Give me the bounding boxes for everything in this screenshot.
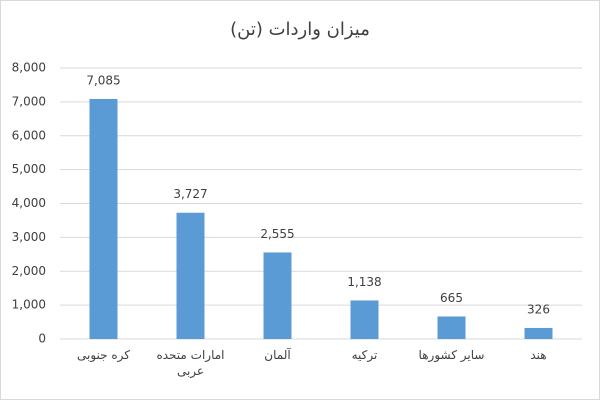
x-tick-label: امارات متحده عربی [156, 348, 225, 378]
bar [437, 316, 466, 339]
x-tick-label: سایر کشورها [418, 348, 485, 362]
y-tick-label: 4,000 [12, 196, 46, 210]
y-tick-label: 8,000 [12, 61, 46, 75]
x-tick-label-box: سایر کشورها [418, 348, 485, 362]
bar [176, 212, 205, 339]
y-tick-label: 7,000 [12, 94, 46, 108]
value-label: 1,138 [347, 275, 381, 289]
x-tick-label: آلمان [264, 348, 291, 362]
bar [350, 300, 379, 339]
bar [263, 252, 292, 339]
x-tick-label-box: هند [530, 348, 547, 362]
y-tick-label: 0 [38, 332, 46, 346]
x-tick-label-box: آلمان [264, 348, 291, 362]
chart-title: میزان واردات (تن) [230, 19, 370, 40]
value-label: 326 [527, 302, 550, 316]
bar [524, 327, 553, 339]
x-tick-label-box: کره جنوبی [76, 348, 130, 362]
bar [89, 98, 118, 339]
value-label: 7,085 [86, 73, 120, 87]
value-label: 3,727 [173, 187, 207, 201]
y-tick-label: 6,000 [12, 128, 46, 142]
y-tick-label: 1,000 [12, 298, 46, 312]
y-tick-label: 3,000 [12, 230, 46, 244]
y-tick-label: 5,000 [12, 162, 46, 176]
x-tick-label: ترکیه [351, 348, 378, 362]
x-tick-label-box: امارات متحده عربی [156, 348, 225, 378]
x-tick-label: کره جنوبی [76, 348, 130, 362]
value-label: 2,555 [260, 227, 294, 241]
value-label: 665 [440, 291, 463, 305]
x-tick-label-box: ترکیه [351, 348, 378, 362]
x-tick-label: هند [530, 348, 547, 362]
y-tick-label: 2,000 [12, 264, 46, 278]
